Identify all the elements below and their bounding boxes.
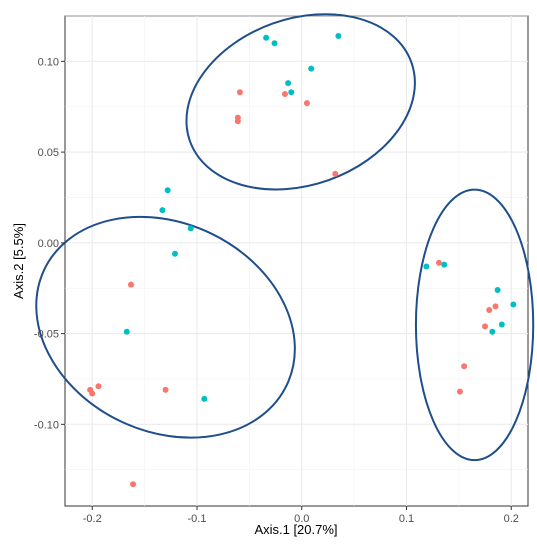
data-point-series-1: [127, 281, 134, 288]
data-point-series-1: [456, 388, 463, 395]
y-tick-label: 0.05: [38, 147, 59, 159]
data-point-series-2: [164, 187, 171, 194]
x-tick-label: -0.2: [83, 513, 102, 525]
axes: -0.2 -0.1 0.0 0.1 0.2 -0.10 -0.05 0.00 0.05 0.10: [34, 56, 519, 525]
data-point-series-2: [271, 40, 278, 47]
data-point-series-1: [482, 323, 489, 330]
data-point-series-2: [201, 395, 208, 402]
grid-lines: [65, 15, 528, 506]
data-point-series-1: [234, 118, 241, 125]
data-point-series-1: [492, 303, 499, 310]
data-point-series-1: [332, 170, 339, 177]
x-tick-label: 0.0: [294, 513, 309, 525]
y-tick-label: -0.10: [34, 419, 59, 431]
data-point-series-2: [171, 250, 178, 257]
data-point-series-1: [435, 259, 442, 266]
data-point-series-2: [123, 328, 130, 335]
data-point-series-1: [95, 383, 102, 390]
data-point-series-2: [335, 32, 342, 39]
cluster-ellipse-2: [35, 215, 296, 439]
data-point-series-2: [187, 225, 194, 232]
data-point-series-1: [89, 390, 96, 397]
plot-panel: [64, 15, 529, 507]
x-tick-label: 0.2: [504, 513, 519, 525]
x-tick-label: 0.1: [399, 513, 414, 525]
data-point-series-2: [510, 301, 517, 308]
data-point-series-2: [423, 263, 430, 270]
data-point-series-1: [281, 91, 288, 98]
y-tick-label: 0.00: [38, 238, 59, 250]
x-axis-title: Axis.1 [20.7%]: [254, 522, 337, 537]
data-point-series-1: [162, 386, 169, 393]
data-point-series-2: [285, 80, 292, 87]
y-tick-label: 0.10: [38, 56, 59, 68]
data-point-series-1: [130, 481, 137, 488]
data-point-series-1: [303, 100, 310, 107]
data-point-series-2: [498, 321, 505, 328]
data-point-series-2: [263, 34, 270, 41]
data-point-series-2: [288, 89, 295, 96]
cluster-ellipse-3: [414, 188, 535, 462]
y-axis-title: Axis.2 [5.5%]: [11, 223, 26, 299]
data-point-series-2: [441, 261, 448, 268]
data-point-series-1: [461, 363, 468, 370]
cluster-ellipses: [35, 13, 535, 462]
cluster-ellipse-1: [185, 13, 416, 191]
data-point-series-2: [494, 287, 501, 294]
data-point-series-1: [236, 89, 243, 96]
data-point-series-2: [489, 328, 496, 335]
data-point-series-2: [308, 65, 315, 72]
data-point-series-1: [486, 307, 493, 313]
x-tick-label: -0.1: [188, 513, 207, 525]
data-point-series-2: [159, 207, 166, 214]
y-tick-label: -0.05: [34, 329, 59, 341]
data-points: [87, 32, 517, 488]
